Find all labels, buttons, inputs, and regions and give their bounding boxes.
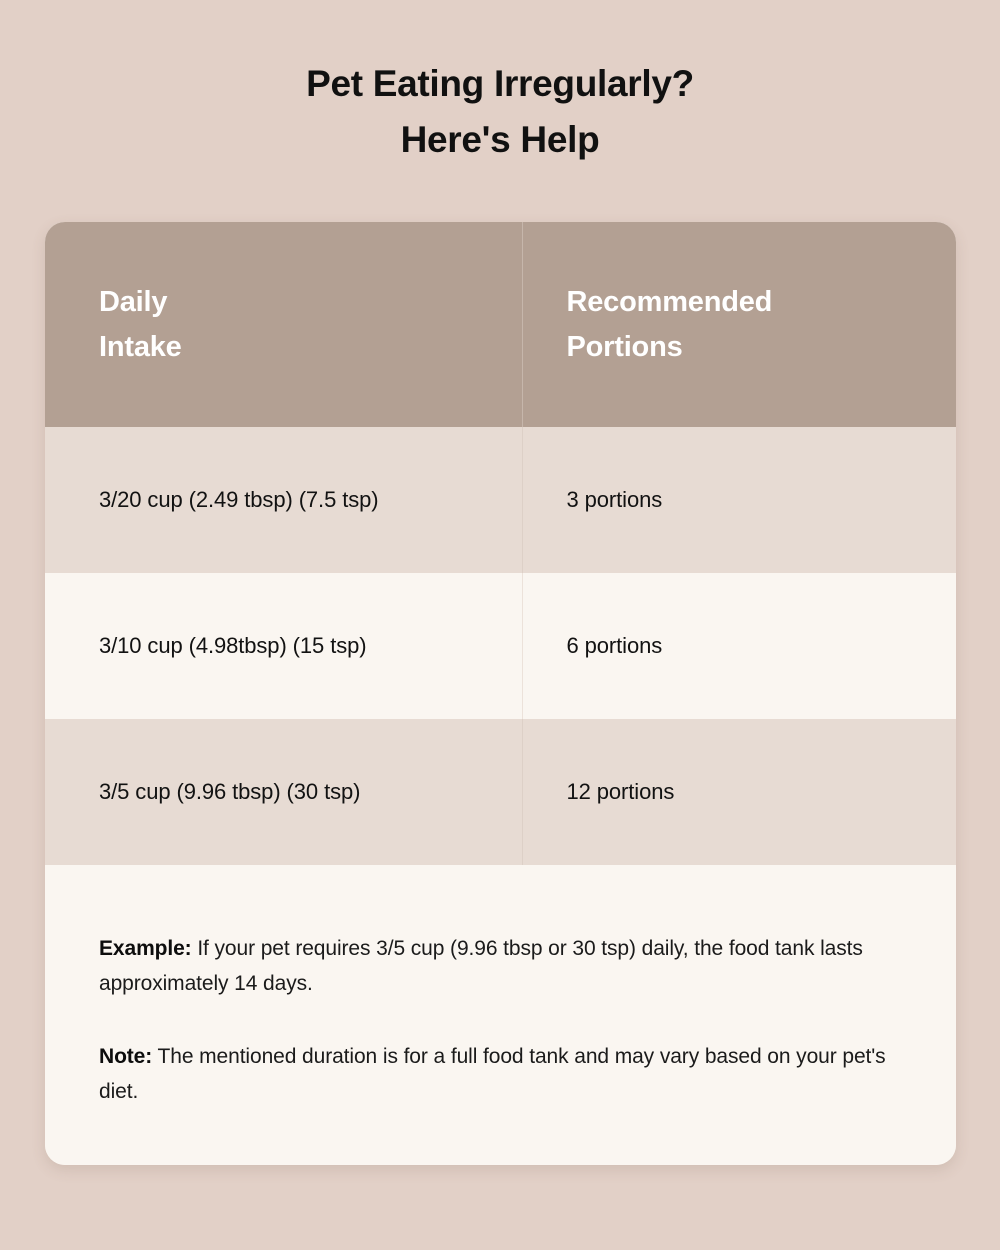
table-row: 3/10 cup (4.98tbsp) (15 tsp) 6 portions: [45, 573, 956, 719]
example-note: Example: If your pet requires 3/5 cup (9…: [99, 931, 902, 1001]
example-note-label: Example:: [99, 937, 192, 960]
table-body: 3/20 cup (2.49 tbsp) (7.5 tsp) 3 portion…: [45, 427, 956, 865]
feeding-guide-card: Daily Intake Recommended Portions 3/20 c…: [45, 222, 956, 1165]
table-row: 3/20 cup (2.49 tbsp) (7.5 tsp) 3 portion…: [45, 427, 956, 573]
card-footer: Example: If your pet requires 3/5 cup (9…: [45, 865, 956, 1165]
cell-recommended-portions: 6 portions: [521, 573, 956, 719]
feeding-table: Daily Intake Recommended Portions 3/20 c…: [45, 222, 956, 865]
column-header-daily-intake-line-2: Intake: [99, 330, 182, 363]
disclaimer-note-label: Note:: [99, 1045, 153, 1068]
page-title-line-2: Here's Help: [400, 119, 600, 160]
table-header-row: Daily Intake Recommended Portions: [45, 222, 956, 427]
column-header-recommended-portions-line-1: Recommended: [566, 285, 773, 318]
page-title: Pet Eating Irregularly? Here's Help: [0, 0, 1000, 168]
cell-daily-intake: 3/20 cup (2.49 tbsp) (7.5 tsp): [45, 427, 522, 573]
column-header-daily-intake: Daily Intake: [45, 222, 522, 427]
cell-daily-intake: 3/10 cup (4.98tbsp) (15 tsp): [45, 573, 522, 719]
cell-recommended-portions: 3 portions: [521, 427, 956, 573]
column-header-recommended-portions-line-2: Portions: [566, 330, 683, 363]
table-header: Daily Intake Recommended Portions: [45, 222, 956, 427]
cell-recommended-portions: 12 portions: [521, 719, 956, 865]
column-header-recommended-portions: Recommended Portions: [521, 222, 956, 427]
page-title-line-1: Pet Eating Irregularly?: [306, 63, 694, 104]
column-header-daily-intake-line-1: Daily: [99, 285, 168, 318]
disclaimer-note-text: The mentioned duration is for a full foo…: [99, 1045, 886, 1103]
table-row: 3/5 cup (9.96 tbsp) (30 tsp) 12 portions: [45, 719, 956, 865]
disclaimer-note: Note: The mentioned duration is for a fu…: [99, 1039, 902, 1109]
example-note-text: If your pet requires 3/5 cup (9.96 tbsp …: [99, 937, 863, 995]
cell-daily-intake: 3/5 cup (9.96 tbsp) (30 tsp): [45, 719, 522, 865]
